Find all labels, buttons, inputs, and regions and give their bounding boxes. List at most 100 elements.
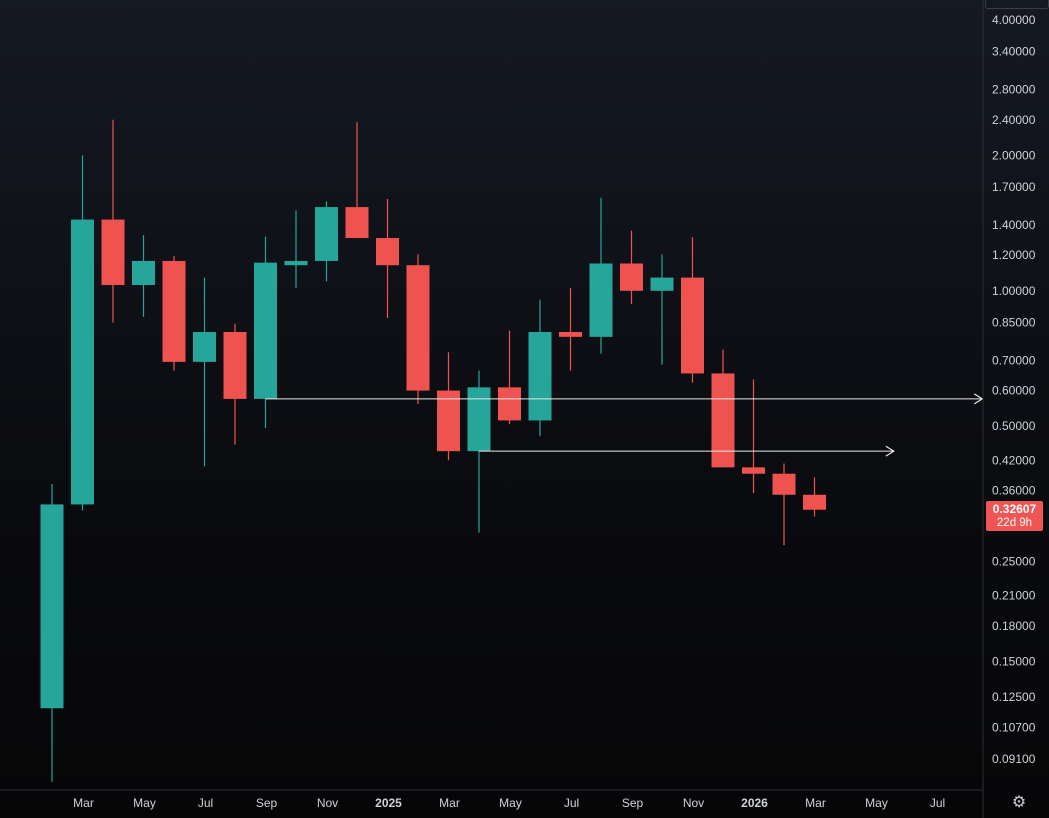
price-tick-label: 1.00000: [992, 284, 1036, 298]
candle-body: [498, 387, 521, 421]
last-price-label: 0.32607 22d 9h: [986, 501, 1043, 531]
time-tick-label: May: [865, 796, 888, 810]
price-tick-label: 1.20000: [992, 248, 1036, 262]
price-tick-label: 2.40000: [992, 113, 1036, 127]
candle-body: [376, 238, 399, 266]
candle-body: [528, 331, 552, 421]
candle-body: [162, 260, 186, 362]
candle-body: [71, 219, 94, 505]
candle: [284, 210, 308, 288]
candle: [528, 299, 552, 437]
candle-body: [467, 387, 491, 452]
candle: [254, 236, 277, 429]
candle-body: [315, 207, 338, 261]
time-tick-label: Mar: [439, 796, 460, 810]
candle: [101, 119, 125, 323]
time-tick-label: Nov: [683, 796, 704, 810]
price-tick-label: 0.42000: [992, 453, 1036, 467]
price-tick-label: 1.70000: [992, 180, 1036, 194]
price-tick-label: 4.00000: [992, 13, 1036, 27]
price-tick-label: 2.00000: [992, 148, 1036, 162]
candle: [162, 255, 186, 371]
arrow-head-icon: [973, 393, 984, 405]
candle-body: [193, 331, 216, 362]
candle-body: [589, 263, 613, 337]
candle: [345, 122, 369, 239]
candle-body: [345, 207, 369, 239]
price-tick-label: 0.25000: [992, 555, 1036, 569]
candle-body: [132, 260, 155, 286]
candle: [71, 155, 94, 511]
price-tick-label: 0.15000: [992, 654, 1036, 668]
candle: [772, 463, 796, 546]
price-tick-label: 0.60000: [992, 384, 1036, 398]
price-tick-label: 3.40000: [992, 45, 1036, 59]
candle-body: [803, 494, 826, 510]
time-tick-label: 2025: [375, 796, 402, 810]
last-price-value: 0.32607: [992, 502, 1037, 516]
candle: [223, 323, 247, 445]
price-tick-label: 0.85000: [992, 316, 1036, 330]
time-tick-label: Sep: [622, 796, 644, 810]
candle: [193, 277, 216, 467]
horizontal-ray[interactable]: [479, 445, 895, 457]
price-tick-label: 0.18000: [992, 619, 1036, 633]
price-tick-label: 1.40000: [992, 218, 1036, 232]
time-tick-label: Jul: [198, 796, 213, 810]
candle: [559, 287, 582, 371]
price-tick-label: 0.09100: [992, 752, 1036, 766]
candle: [132, 235, 155, 317]
price-tick-label: 0.12500: [992, 690, 1036, 704]
price-tick-label: 0.70000: [992, 353, 1036, 367]
price-tick-label: 0.21000: [992, 589, 1036, 603]
time-tick-label: Sep: [256, 796, 278, 810]
candle: [315, 201, 338, 282]
price-axis: 4.00000 3.40000 2.80000 2.40000 2.00000 1.700…: [992, 13, 1036, 766]
price-tick-label: 2.80000: [992, 83, 1036, 97]
candle-body: [650, 277, 674, 291]
candle-body: [223, 331, 247, 399]
candle: [40, 483, 64, 782]
time-tick-label: May: [133, 796, 156, 810]
candle-body: [437, 390, 460, 452]
candle: [376, 198, 399, 318]
time-tick-label: Mar: [73, 796, 94, 810]
time-tick-label: Nov: [317, 796, 338, 810]
candle: [681, 237, 704, 383]
candle: [406, 254, 430, 405]
candle-body: [40, 504, 64, 709]
candle: [620, 230, 643, 304]
candle: [589, 197, 613, 354]
candle-body: [711, 373, 735, 468]
candle-body: [406, 265, 430, 391]
candle-body: [772, 473, 796, 495]
candle-body: [101, 219, 125, 286]
horizontal-lines-layer: [265, 393, 984, 457]
candle: [650, 254, 674, 365]
time-tick-label: May: [499, 796, 522, 810]
time-tick-label: Mar: [805, 796, 826, 810]
price-tick-label: 0.36000: [992, 483, 1036, 497]
horizontal-ray[interactable]: [265, 393, 984, 405]
candle-body: [742, 467, 765, 474]
time-tick-label: Jul: [564, 796, 579, 810]
time-tick-label: 2026: [741, 796, 768, 810]
gear-icon[interactable]: ⚙: [1011, 794, 1027, 811]
candle-body: [559, 331, 582, 337]
price-tick-label: 0.50000: [992, 419, 1036, 433]
candle: [437, 352, 460, 461]
price-tick-label: 0.10700: [992, 720, 1036, 734]
candle-body: [284, 260, 308, 266]
candle: [803, 477, 826, 517]
candle: [498, 330, 521, 425]
candle: [711, 349, 735, 468]
bar-countdown: 22d 9h: [996, 517, 1033, 529]
arrow-head-icon: [885, 445, 895, 457]
candle-body: [254, 262, 277, 399]
candle-body: [681, 277, 704, 374]
time-axis: Mar May Jul Sep Nov 2025 Mar May Jul Sep Nov 2026 Ma…: [73, 796, 945, 810]
candle-body: [620, 263, 643, 291]
candles-layer: [40, 119, 826, 782]
